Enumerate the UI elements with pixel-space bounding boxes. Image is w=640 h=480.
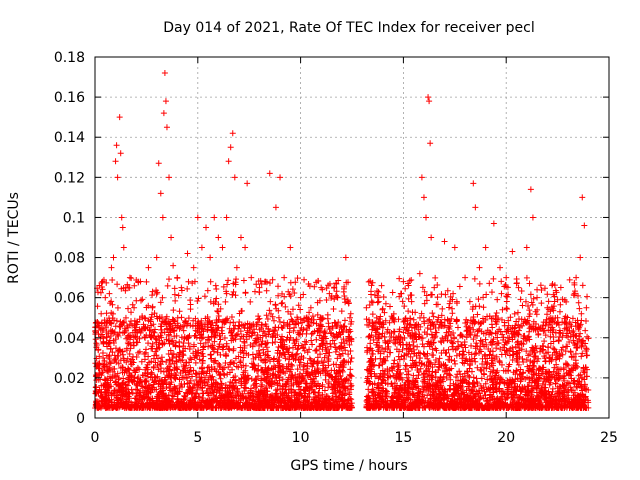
dense-point	[172, 342, 179, 349]
dense-point	[224, 315, 231, 322]
dense-point	[214, 384, 221, 391]
dense-point	[176, 376, 183, 383]
dense-point	[206, 337, 213, 344]
dense-point	[163, 336, 170, 343]
dense-point	[163, 359, 170, 366]
dense-point	[154, 345, 161, 352]
dense-point	[115, 360, 122, 367]
dense-point	[321, 387, 328, 394]
data-points	[92, 70, 592, 411]
dense-point	[202, 339, 209, 346]
dense-point	[287, 366, 294, 373]
dense-point	[285, 349, 292, 356]
dense-point	[237, 358, 244, 365]
dense-point	[244, 372, 251, 379]
dense-point	[270, 317, 277, 324]
dense-point	[158, 326, 165, 333]
dense-point	[289, 318, 296, 325]
dense-point	[304, 362, 311, 369]
dense-point	[321, 354, 328, 361]
dense-point	[250, 382, 257, 389]
dense-point	[148, 369, 155, 376]
dense-point	[114, 370, 121, 377]
dense-point	[248, 360, 255, 367]
dense-point	[282, 355, 289, 362]
dense-point	[113, 317, 120, 324]
dense-point	[146, 326, 153, 333]
dense-point	[222, 359, 229, 366]
dense-point	[347, 358, 354, 365]
dense-point	[196, 393, 203, 400]
dense-point	[154, 355, 161, 362]
dense-point	[218, 380, 225, 387]
dense-point	[341, 317, 348, 324]
dense-point	[102, 322, 109, 329]
dense-point	[177, 369, 184, 376]
grid-lines	[95, 57, 609, 418]
dense-point	[202, 374, 209, 381]
dense-point	[195, 349, 202, 356]
dense-point	[271, 355, 278, 362]
dense-point	[319, 391, 326, 398]
dense-point	[345, 351, 352, 358]
dense-point	[276, 318, 283, 325]
dense-point	[185, 371, 192, 378]
dense-point	[294, 350, 301, 357]
dense-point	[203, 387, 210, 394]
dense-point	[272, 371, 279, 378]
dense-point	[230, 345, 237, 352]
dense-point	[308, 331, 315, 338]
dense-point	[141, 356, 148, 363]
dense-point	[100, 355, 107, 362]
dense-point	[275, 357, 282, 364]
dense-point	[141, 351, 148, 358]
dense-point	[115, 333, 122, 340]
dense-point	[176, 343, 183, 350]
dense-point	[107, 360, 114, 367]
dense-point	[92, 336, 99, 343]
dense-point	[309, 341, 316, 348]
dense-point	[138, 383, 145, 390]
dense-point	[341, 340, 348, 347]
dense-point	[126, 351, 133, 358]
dense-point	[251, 366, 258, 373]
dense-point	[258, 341, 265, 348]
dense-point	[181, 393, 188, 400]
dense-point	[275, 314, 282, 321]
dense-point	[196, 356, 203, 363]
dense-point	[289, 351, 296, 358]
dense-point	[142, 315, 149, 322]
dense-point	[123, 347, 130, 354]
dense-point	[301, 347, 308, 354]
dense-point	[227, 319, 234, 326]
dense-point	[303, 380, 310, 387]
dense-point	[328, 367, 335, 374]
dense-point	[289, 362, 296, 369]
dense-point	[215, 360, 222, 367]
dense-point	[293, 336, 300, 343]
dense-point	[270, 356, 277, 363]
dense-point	[132, 386, 139, 393]
dense-point	[254, 331, 261, 338]
dense-point	[140, 372, 147, 379]
dense-point	[192, 359, 199, 366]
dense-point	[313, 336, 320, 343]
dense-point	[295, 356, 302, 363]
dense-point	[251, 384, 258, 391]
dense-point	[294, 366, 301, 373]
dense-point	[234, 389, 241, 396]
dense-point	[189, 373, 196, 380]
dense-point	[308, 337, 315, 344]
dense-point	[226, 346, 233, 353]
dense-point	[320, 359, 327, 366]
dense-point	[142, 377, 149, 384]
dense-point	[347, 372, 354, 379]
